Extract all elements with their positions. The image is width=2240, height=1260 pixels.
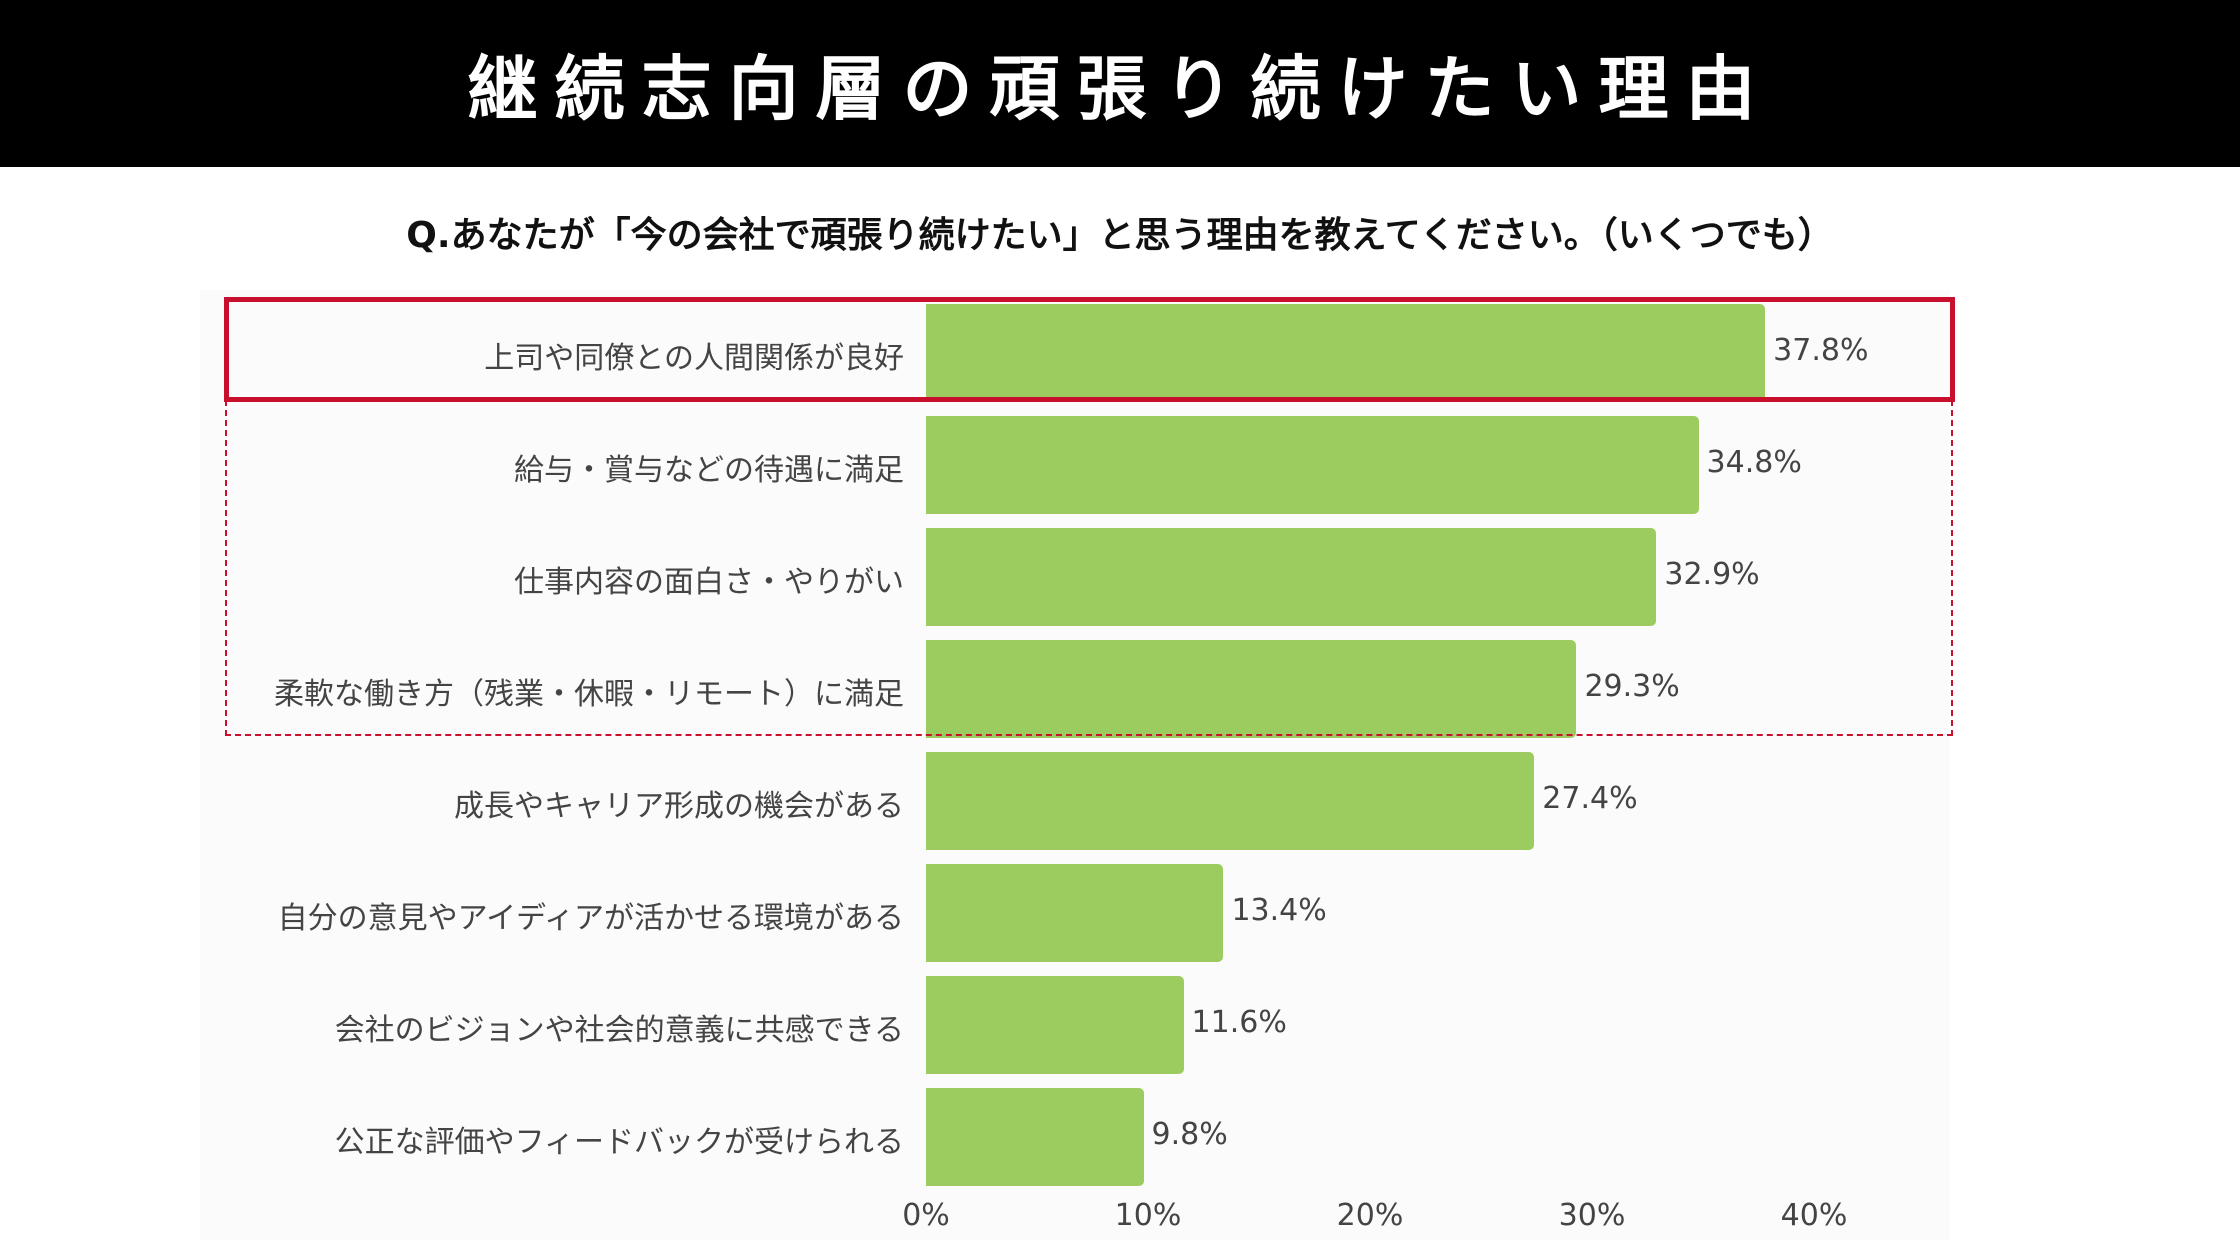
value-label: 29.3% bbox=[1584, 669, 1680, 704]
category-label: 仕事内容の面白さ・やりがい bbox=[514, 565, 904, 600]
value-label: 37.8% bbox=[1773, 333, 1869, 368]
bar bbox=[926, 1088, 1144, 1186]
x-tick-label: 40% bbox=[1780, 1198, 1848, 1233]
bar bbox=[926, 640, 1577, 738]
highlight-box-secondary-reasons bbox=[225, 400, 1953, 736]
category-label: 公正な評価やフィードバックが受けられる bbox=[334, 1125, 904, 1160]
question-text: Q.あなたが「今の会社で頑張り続けたい」と思う理由を教えてください。（いくつでも… bbox=[406, 215, 1834, 256]
bar bbox=[926, 752, 1535, 850]
value-label: 34.8% bbox=[1706, 445, 1802, 480]
bar bbox=[926, 864, 1224, 962]
value-label: 32.9% bbox=[1664, 557, 1760, 592]
bar bbox=[926, 304, 1766, 402]
title-bar: 継続志向層の頑張り続けたい理由 bbox=[0, 0, 2240, 167]
bar bbox=[926, 976, 1184, 1074]
x-tick-label: 30% bbox=[1558, 1198, 1626, 1233]
bar bbox=[926, 416, 1699, 514]
category-label: 会社のビジョンや社会的意義に共感できる bbox=[334, 1013, 904, 1048]
category-label: 成長やキャリア形成の機会がある bbox=[454, 789, 904, 824]
value-label: 11.6% bbox=[1191, 1005, 1287, 1040]
category-label: 自分の意見やアイディアが活かせる環境がある bbox=[277, 901, 904, 936]
page-title: 継続志向層の頑張り続けたい理由 bbox=[467, 48, 1773, 130]
value-label: 9.8% bbox=[1151, 1117, 1228, 1152]
x-tick-label: 10% bbox=[1114, 1198, 1182, 1233]
value-label: 27.4% bbox=[1542, 781, 1638, 816]
category-label: 給与・賞与などの待遇に満足 bbox=[514, 453, 904, 488]
highlight-box-top-reason bbox=[224, 297, 1955, 402]
value-label: 13.4% bbox=[1231, 893, 1327, 928]
category-label: 柔軟な働き方（残業・休暇・リモート）に満足 bbox=[274, 677, 904, 712]
x-tick-label: 20% bbox=[1336, 1198, 1404, 1233]
x-tick-label: 0% bbox=[902, 1198, 950, 1233]
category-label: 上司や同僚との人間関係が良好 bbox=[484, 341, 904, 376]
bar bbox=[926, 528, 1657, 626]
